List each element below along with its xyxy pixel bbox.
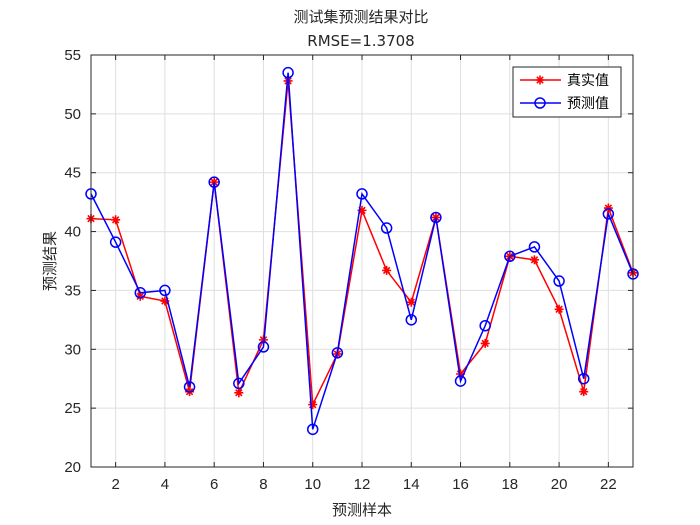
data-point-circle — [405, 314, 418, 326]
y-tick-label: 45 — [64, 165, 81, 182]
data-point-asterisk — [529, 255, 539, 265]
data-point-asterisk — [308, 400, 318, 410]
x-tick-label: 2 — [111, 476, 119, 493]
data-point-circle — [109, 236, 122, 248]
data-point-circle — [534, 97, 546, 109]
data-point-asterisk — [357, 205, 367, 215]
data-point-circle — [380, 222, 393, 234]
data-point-circle — [454, 375, 467, 387]
x-tick-label: 22 — [600, 476, 617, 493]
y-tick-label: 20 — [64, 459, 81, 476]
data-point-circle — [528, 241, 541, 253]
data-point-circle — [331, 347, 344, 359]
chart-subtitle: RMSE=1.3708 — [307, 32, 414, 50]
y-axis-label: 预测结果 — [41, 231, 59, 291]
y-tick-label: 35 — [64, 282, 81, 299]
axis-ticks: 2 4 6 8 10 12 14 16 18 20 22 20 25 30 35 40 45 50 55 — [64, 47, 633, 493]
data-point-circle — [233, 377, 245, 390]
data-point-circle — [356, 188, 368, 200]
data-point-circle — [208, 176, 220, 188]
data-point-asterisk — [456, 369, 466, 379]
data-point-asterisk — [554, 304, 564, 314]
x-tick-label: 6 — [210, 476, 218, 493]
data-point-circle — [577, 372, 590, 385]
data-point-asterisk — [535, 75, 545, 85]
x-tick-label: 18 — [501, 476, 518, 493]
data-point-asterisk — [603, 203, 613, 213]
legend-item: 真实值 — [520, 73, 609, 89]
legend-box — [512, 66, 622, 118]
series-line — [90, 72, 634, 430]
data-point-asterisk — [480, 338, 490, 348]
x-tick-label: 8 — [259, 476, 267, 493]
y-tick-label: 50 — [64, 106, 81, 123]
data-point-circle — [282, 66, 294, 79]
data-point-circle — [602, 208, 615, 220]
y-tick-label: 40 — [64, 224, 81, 241]
series-layer — [85, 66, 639, 436]
data-point-asterisk — [160, 296, 170, 306]
x-tick-label: 16 — [452, 476, 469, 493]
y-tick-label: 30 — [64, 341, 81, 358]
data-point-circle — [183, 381, 196, 393]
x-tick-label: 14 — [403, 476, 420, 493]
x-axis-label: 预测样本 — [332, 501, 392, 519]
data-point-asterisk — [135, 291, 145, 301]
series-predicted — [85, 66, 639, 436]
legend-label: 预测值 — [567, 96, 609, 112]
y-tick-label: 25 — [64, 400, 81, 417]
x-tick-label: 10 — [304, 476, 321, 493]
data-point-asterisk — [579, 387, 589, 397]
x-tick-label: 4 — [161, 476, 169, 493]
data-point-asterisk — [406, 297, 416, 307]
data-point-asterisk — [382, 265, 392, 275]
legend-label: 真实值 — [567, 73, 609, 89]
data-point-circle — [553, 275, 565, 287]
y-tick-label: 55 — [64, 47, 81, 64]
data-point-circle — [257, 341, 270, 353]
data-point-circle — [504, 250, 516, 263]
data-point-circle — [306, 423, 319, 436]
x-tick-label: 20 — [551, 476, 568, 493]
chart-title: 测试集预测结果对比 — [293, 8, 428, 26]
data-point-asterisk — [234, 388, 244, 398]
data-point-circle — [479, 319, 491, 332]
data-point-circle — [430, 211, 442, 224]
x-tick-label: 12 — [354, 476, 371, 493]
data-point-circle — [159, 284, 171, 297]
legend-item: 预测值 — [520, 96, 609, 112]
data-point-circle — [134, 287, 147, 299]
data-point-asterisk — [111, 215, 121, 225]
